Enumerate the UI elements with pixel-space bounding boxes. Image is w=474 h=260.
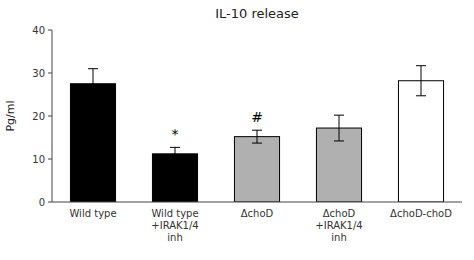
error-line: [93, 69, 94, 99]
y-tick-label: 30: [32, 68, 45, 79]
x-tick-label-line: ΔchoD-choD: [390, 208, 452, 219]
y-tick-label: 0: [39, 197, 45, 208]
error-cap: [416, 65, 426, 66]
bars: [70, 66, 443, 202]
x-tick-label-line: ΔchoD: [323, 208, 356, 219]
x-tick-label-line: inh: [331, 232, 346, 243]
error-cap: [170, 160, 180, 161]
x-tick-label: Wild type: [69, 208, 116, 219]
x-tick-label-line: +IRAK1/4: [151, 220, 198, 231]
y-axis-line: [52, 30, 53, 202]
y-tick-label: 20: [32, 111, 45, 122]
error-cap: [334, 115, 344, 116]
x-tick-label-line: Wild type: [69, 208, 116, 219]
x-tick-label-line: +IRAK1/4: [315, 220, 362, 231]
y-tick-label: 40: [32, 25, 45, 36]
y-tick: [48, 116, 52, 117]
error-cap: [252, 130, 262, 131]
chart-svg: IL-10 releasePg/ml010203040*#Wild typeWi…: [0, 0, 474, 260]
error-line: [339, 115, 340, 141]
error-cap: [88, 68, 98, 69]
bar: [70, 84, 115, 202]
x-tick-label: ΔchoD-choD: [390, 208, 452, 219]
error-bar: [416, 66, 426, 96]
title: IL-10 release: [215, 6, 299, 21]
y-axis-label: Pg/ml: [4, 100, 17, 131]
error-cap: [252, 143, 262, 144]
x-tick-label-line: inh: [167, 232, 182, 243]
y-tick: [48, 73, 52, 74]
bar: [398, 81, 443, 202]
error-line: [257, 130, 258, 143]
annotation: #: [251, 109, 263, 125]
x-tick-label: ΔchoD: [241, 208, 274, 219]
error-cap: [334, 140, 344, 141]
y-tick: [48, 30, 52, 31]
error-bar: [170, 147, 180, 160]
y-tick: [48, 202, 52, 203]
x-tick-label-line: ΔchoD: [241, 208, 274, 219]
x-axis-line: [52, 202, 462, 203]
error-cap: [170, 147, 180, 148]
x-tick-label: ΔchoD+IRAK1/4inh: [315, 208, 362, 243]
error-line: [421, 66, 422, 96]
y-tick: [48, 159, 52, 160]
y-tick-label: 10: [32, 154, 45, 165]
error-cap: [416, 95, 426, 96]
chart-container: IL-10 releasePg/ml010203040*#Wild typeWi…: [0, 0, 474, 260]
bar: [152, 154, 197, 202]
error-line: [175, 147, 176, 160]
x-tick-label: Wild type+IRAK1/4inh: [151, 208, 198, 243]
error-bar: [252, 130, 262, 143]
error-cap: [88, 98, 98, 99]
error-bar: [334, 115, 344, 141]
x-tick-label-line: Wild type: [151, 208, 198, 219]
annotation: *: [172, 126, 179, 142]
error-bar: [88, 69, 98, 99]
bar: [234, 137, 279, 202]
